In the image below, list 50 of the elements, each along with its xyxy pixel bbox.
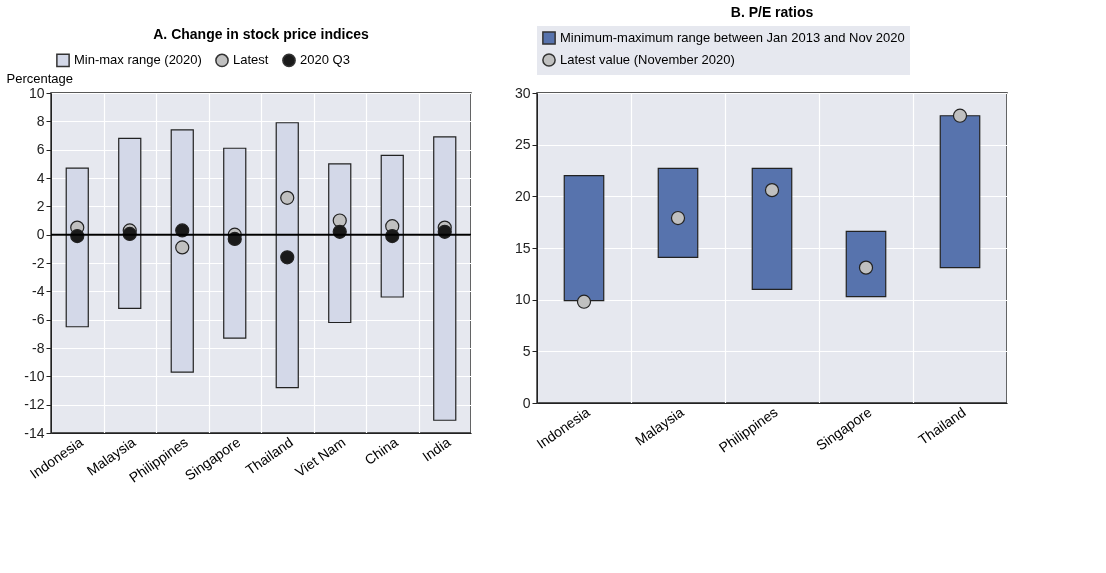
bar [328,163,352,324]
bar [65,167,89,328]
point [175,240,190,255]
y-tick-label: -4 [32,282,45,299]
y-axis-title: Percentage [6,70,73,86]
y-tick-label: 30 [514,84,531,101]
y-tick-label: 4 [36,169,45,186]
point [858,260,874,275]
y-tick-label: 0 [522,394,531,411]
bar [118,137,142,309]
chart-title: A. Change in stock price indices [153,26,369,42]
bar [433,136,457,421]
y-tick-label: -8 [32,339,45,356]
legend-label: Min-max range (2020) [74,52,202,68]
legend-label: Latest value (November 2020) [560,52,735,67]
point [332,213,347,228]
y-tick-label: -14 [24,424,45,441]
bar [170,129,194,373]
y-tick-label: 25 [514,136,531,153]
bar [275,122,299,389]
point [670,210,686,226]
legend-label: Latest [233,52,269,68]
y-tick-label: -2 [32,254,45,271]
bar [657,167,699,258]
y-tick-label: 8 [36,112,45,129]
legend-label: 2020 Q3 [300,52,350,68]
x-tick-label: Viet Nam [292,433,349,480]
point [764,183,780,198]
chart-title: B. P/E ratios [730,4,814,20]
y-tick-label: 10 [514,291,531,308]
point [576,294,592,309]
y-tick-label: 0 [36,226,45,243]
x-tick-label: India [419,433,454,465]
y-tick-label: 6 [36,141,45,158]
bar [751,167,793,290]
y-tick-label: 5 [522,342,531,359]
bar [845,230,887,298]
bar [380,154,404,298]
point [952,108,968,123]
legend-label: Minimum-maximum range between Jan 2013 and Nov 2020 [560,30,905,45]
y-tick-label: 15 [514,239,531,256]
y-tick-label: 10 [28,84,45,101]
point [280,190,295,205]
bar [223,147,247,339]
y-tick-label: -10 [24,367,45,384]
y-tick-label: -12 [24,396,45,413]
point [280,250,295,265]
y-tick-label: -6 [32,311,45,328]
y-tick-label: 20 [514,187,531,204]
y-tick-label: 2 [36,197,45,214]
